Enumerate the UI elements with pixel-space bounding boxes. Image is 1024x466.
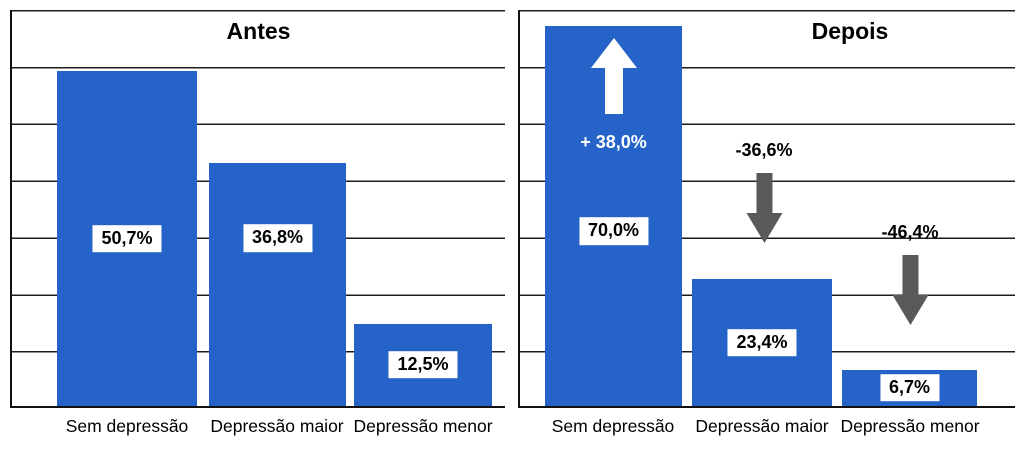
bar-value-label: 50,7% <box>92 224 162 253</box>
delta-label-down: -36,6% <box>735 140 793 160</box>
down-arrow-icon <box>745 173 782 243</box>
bar-value-label: 36,8% <box>242 224 313 253</box>
bar-depois-depressao-maior: 23,4% <box>692 279 832 406</box>
chart-depois-panel: Depois + 38,0% 70,0% 23,4% 6,7% -36,6% <box>518 10 1015 436</box>
delta-label-down: -46,4% <box>881 222 939 242</box>
bar-value-label: 23,4% <box>727 328 797 357</box>
chart-depois-title: Depois <box>811 18 889 44</box>
x-axis-label: Depressão menor <box>353 416 493 436</box>
x-axis-label: Depressão menor <box>840 416 980 436</box>
x-axis-label: Depressão maior <box>695 416 829 436</box>
delta-label-up: + 38,0% <box>580 132 647 153</box>
x-axis-label: Sem depressão <box>551 416 675 436</box>
bar-antes-depressao-menor: 12,5% <box>354 323 492 406</box>
bar-value-label: 6,7% <box>879 374 940 402</box>
bar-value-label: 12,5% <box>388 350 458 379</box>
bar-value-label: 70,0% <box>578 217 649 246</box>
x-axis-label: Sem depressão <box>65 416 189 436</box>
bar-antes-sem-depressao: 50,7% <box>57 71 197 406</box>
chart-antes-panel: Antes 50,7% 36,8% 12,5% Sem depressão De… <box>10 10 505 436</box>
x-axis-label: Depressão maior <box>210 416 344 436</box>
bar-antes-depressao-maior: 36,8% <box>209 163 346 406</box>
bar-depois-depressao-menor: 6,7% <box>842 369 977 406</box>
down-arrow-icon <box>891 255 928 325</box>
annotation-depressao-maior: -36,6% <box>735 140 793 248</box>
chart-antes-title: Antes <box>226 18 291 44</box>
bar-depois-sem-depressao: + 38,0% 70,0% <box>545 26 682 406</box>
up-arrow-icon <box>590 38 637 115</box>
annotation-depressao-menor: -46,4% <box>881 222 939 330</box>
